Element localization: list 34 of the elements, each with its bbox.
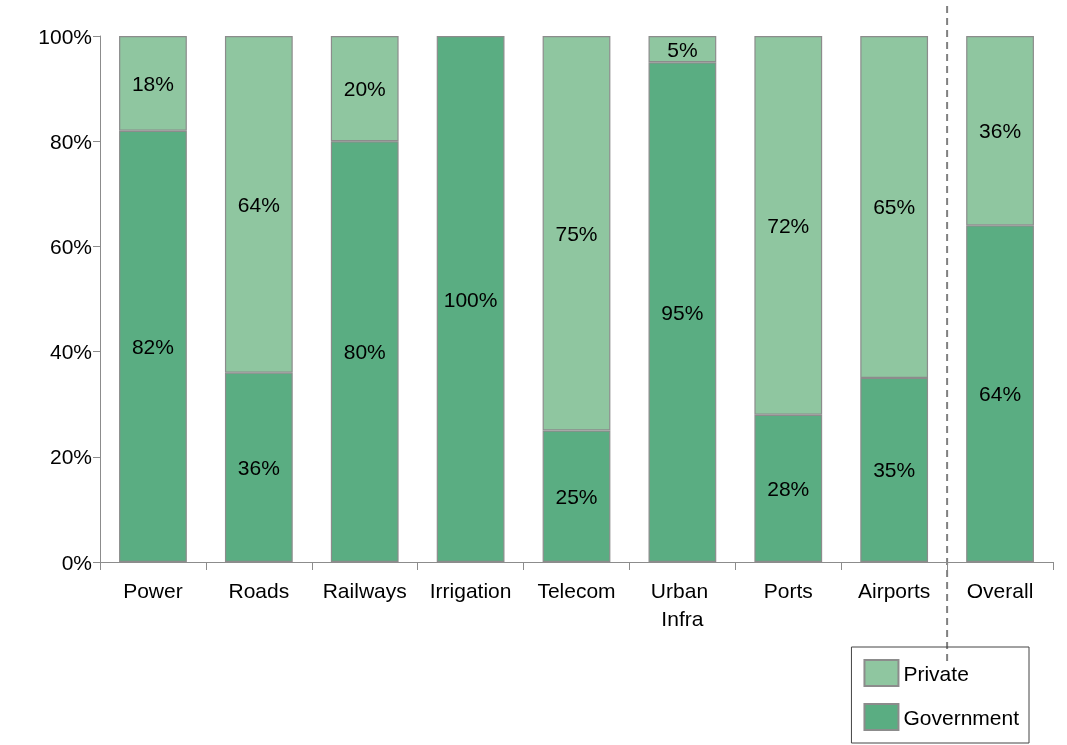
data-label: 35% bbox=[873, 458, 916, 482]
data-label: 18% bbox=[131, 71, 174, 95]
data-label: 82% bbox=[131, 334, 174, 358]
x-tick-label: Urban Infra bbox=[650, 578, 714, 630]
x-tick-label: Telecom bbox=[537, 578, 616, 602]
x-tick-label: Irrigation bbox=[429, 578, 512, 602]
data-label: 64% bbox=[979, 382, 1022, 406]
y-tick-label: 80% bbox=[49, 129, 92, 153]
data-label: 36% bbox=[979, 119, 1022, 143]
x-tick-label: Airports bbox=[857, 578, 931, 602]
data-label: 65% bbox=[873, 195, 916, 219]
y-tick-label: 40% bbox=[49, 340, 92, 364]
data-label: 80% bbox=[343, 340, 386, 364]
data-label: 100% bbox=[443, 287, 498, 311]
x-tick-label: Ports bbox=[763, 578, 813, 602]
x-tick-label: Roads bbox=[228, 578, 290, 602]
x-tick-label: Overall bbox=[966, 578, 1034, 602]
legend-label: Government bbox=[903, 705, 1020, 729]
y-tick-label: 100% bbox=[38, 24, 92, 48]
data-label: 72% bbox=[767, 213, 810, 237]
data-label: 28% bbox=[767, 476, 810, 500]
data-label: 95% bbox=[661, 300, 704, 324]
data-label: 25% bbox=[555, 484, 598, 508]
data-label: 64% bbox=[237, 192, 280, 216]
data-label: 75% bbox=[555, 221, 598, 245]
legend-label: Private bbox=[903, 661, 969, 685]
x-tick-label: Power bbox=[123, 578, 183, 602]
data-label: 20% bbox=[343, 77, 386, 101]
y-tick-label: 60% bbox=[49, 234, 92, 258]
x-tick-label: Railways bbox=[322, 578, 407, 602]
y-tick-label: 20% bbox=[49, 445, 92, 469]
data-label: 36% bbox=[237, 455, 280, 479]
data-label: 5% bbox=[667, 37, 698, 61]
y-tick-label: 0% bbox=[61, 550, 92, 574]
